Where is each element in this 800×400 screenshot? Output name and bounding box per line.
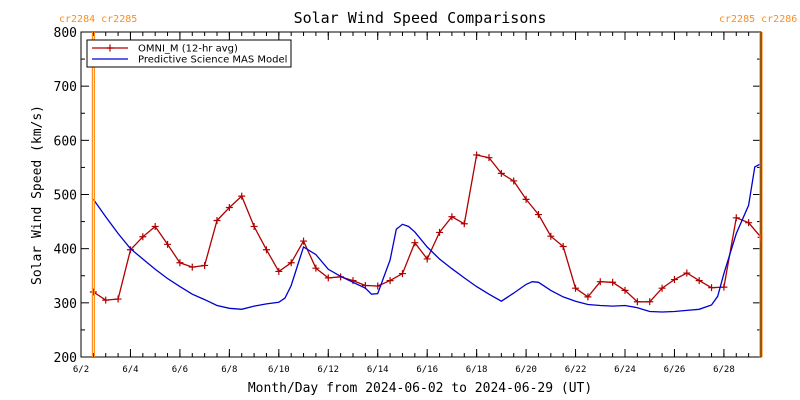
data-point <box>708 284 716 292</box>
x-tick-label: 6/6 <box>172 365 188 375</box>
data-point <box>559 243 567 250</box>
data-point <box>411 239 419 247</box>
data-point <box>139 233 147 241</box>
x-tick-label: 6/24 <box>614 365 636 375</box>
data-point <box>683 269 691 277</box>
data-point <box>584 293 592 301</box>
x-tick-label: 6/4 <box>122 365 138 375</box>
x-tick-label: 6/14 <box>367 365 389 375</box>
data-point <box>732 214 740 222</box>
legend-label: Predictive Science MAS Model <box>138 55 287 66</box>
data-point <box>176 259 184 267</box>
data-point <box>423 255 431 263</box>
y-tick-label: 500 <box>54 189 77 204</box>
data-point <box>609 278 617 286</box>
x-tick-label: 6/16 <box>416 365 438 375</box>
data-point <box>238 192 246 200</box>
data-point <box>102 296 110 304</box>
series-line <box>92 162 761 313</box>
legend-label: OMNI_M (12-hr avg) <box>138 44 238 55</box>
data-point <box>324 274 332 282</box>
y-axis-label: Solar Wind Speed (km/s) <box>30 105 45 285</box>
data-point <box>460 220 468 228</box>
x-tick-label: 6/10 <box>268 365 290 375</box>
data-point <box>670 276 678 284</box>
data-point <box>633 298 641 306</box>
data-point <box>534 211 542 219</box>
data-point <box>300 237 308 245</box>
plot-area: 200 300 400 500 600 700 800 6/2 6/4 6/6 6/8 6/10 6/1… <box>54 14 798 375</box>
data-point <box>201 261 209 269</box>
data-point <box>448 213 456 221</box>
data-point <box>510 177 518 185</box>
x-tick-label: 6/20 <box>515 365 537 375</box>
data-point <box>213 217 221 224</box>
y-tick-label: 300 <box>54 297 77 312</box>
series-mas-model <box>92 162 761 313</box>
legend-marker <box>106 44 114 52</box>
data-point <box>312 264 320 272</box>
data-point <box>225 204 233 211</box>
x-tick-label: 6/22 <box>565 365 587 375</box>
data-point <box>547 232 555 240</box>
data-point <box>262 246 270 254</box>
data-point <box>485 154 493 162</box>
data-point <box>497 169 505 177</box>
y-tick-label: 700 <box>54 80 77 95</box>
data-point <box>695 277 703 285</box>
x-tick-label: 6/28 <box>713 365 735 375</box>
data-point <box>646 298 654 306</box>
data-point <box>386 277 394 285</box>
carrington-marker-label: cr2284 cr2285 <box>59 14 137 25</box>
data-point <box>398 270 406 278</box>
data-point <box>114 295 122 303</box>
data-point <box>522 195 530 203</box>
data-point <box>436 228 444 236</box>
y-tick-label: 400 <box>54 243 77 258</box>
x-tick-label: 6/26 <box>664 365 686 375</box>
x-axis-label: Month/Day from 2024-06-02 to 2024-06-29 … <box>248 381 592 396</box>
data-point <box>473 151 481 159</box>
series-omni <box>89 151 761 306</box>
data-point <box>188 263 196 271</box>
data-point <box>275 267 283 275</box>
data-point <box>596 278 604 286</box>
data-point <box>720 283 728 291</box>
data-point <box>757 233 761 241</box>
x-tick-label: 6/8 <box>221 365 237 375</box>
data-point <box>164 240 172 248</box>
x-tick-label: 6/12 <box>317 365 339 375</box>
legend-box <box>86 39 292 68</box>
data-point <box>572 284 580 292</box>
x-tick-label: 6/18 <box>466 365 488 375</box>
x-tick-label: 6/2 <box>73 365 89 375</box>
data-point <box>287 259 295 267</box>
data-point <box>621 286 629 294</box>
y-tick-label: 200 <box>54 351 77 366</box>
data-point <box>250 222 258 230</box>
y-tick-label: 600 <box>54 134 77 149</box>
data-point <box>151 222 159 230</box>
y-tick-label: 800 <box>54 26 77 41</box>
data-point <box>745 219 753 227</box>
chart-title: Solar Wind Speed Comparisons <box>294 9 547 27</box>
data-point <box>89 288 97 296</box>
data-point <box>658 284 666 292</box>
carrington-marker-label: cr2285 cr2286 <box>719 14 797 25</box>
legend: OMNI_M (12-hr avg)Predictive Science MAS… <box>86 39 292 68</box>
data-point <box>126 246 134 254</box>
